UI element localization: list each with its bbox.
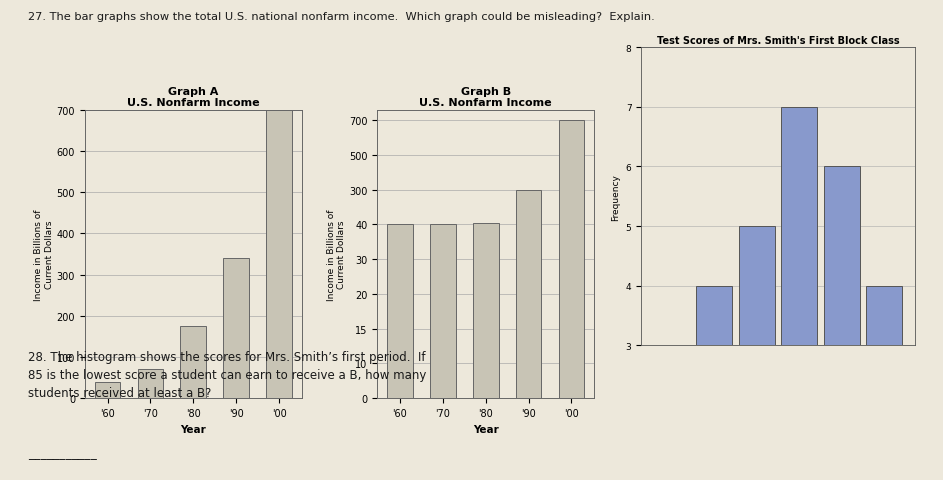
Bar <box>94 382 121 398</box>
X-axis label: Year: Year <box>180 424 207 433</box>
Bar <box>472 224 499 398</box>
Title: Test Scores of Mrs. Smith's First Block Class: Test Scores of Mrs. Smith's First Block … <box>656 36 900 46</box>
Y-axis label: Income in Billions of
Current Dollars: Income in Billions of Current Dollars <box>35 209 54 300</box>
Bar <box>558 121 585 398</box>
Bar <box>138 370 163 398</box>
Title: Graph A
U.S. Nonfarm Income: Graph A U.S. Nonfarm Income <box>127 87 259 108</box>
Bar <box>430 224 455 398</box>
Bar <box>516 190 541 398</box>
X-axis label: Year: Year <box>472 424 499 433</box>
Bar <box>653 346 689 480</box>
Bar <box>738 227 775 480</box>
Bar <box>696 286 733 480</box>
Y-axis label: Income in Billions of
Current Dollars: Income in Billions of Current Dollars <box>327 209 346 300</box>
Bar <box>387 225 413 398</box>
Y-axis label: Frequency: Frequency <box>611 173 620 220</box>
Bar <box>867 286 902 480</box>
Text: 28. The histogram shows the scores for Mrs. Smith’s first period.  If
85 is the : 28. The histogram shows the scores for M… <box>28 350 430 399</box>
Text: 27. The bar graphs show the total U.S. national nonfarm income.  Which graph cou: 27. The bar graphs show the total U.S. n… <box>28 12 655 22</box>
Title: Graph B
U.S. Nonfarm Income: Graph B U.S. Nonfarm Income <box>420 87 552 108</box>
Bar <box>223 259 249 398</box>
Bar <box>823 167 860 480</box>
Bar <box>266 110 292 398</box>
Bar <box>781 108 818 480</box>
Text: ___________: ___________ <box>28 446 97 459</box>
Bar <box>180 326 207 398</box>
